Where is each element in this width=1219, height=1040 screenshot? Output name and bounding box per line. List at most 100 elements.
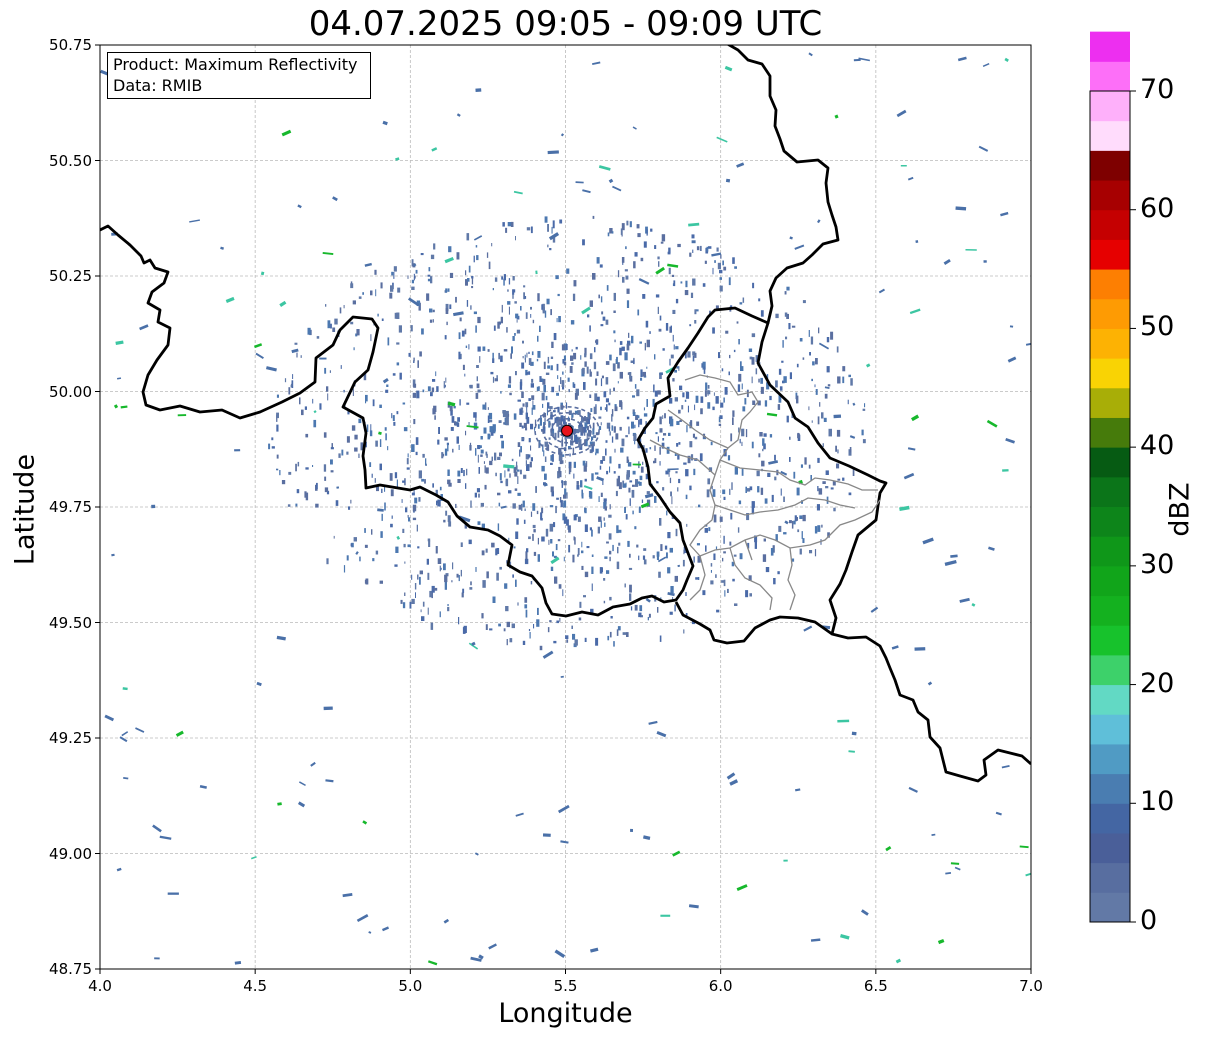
echo-pixel [562, 589, 564, 597]
echo-pixel [559, 497, 562, 503]
y-tick-label: 49.50 [49, 613, 92, 632]
echo-pixel [1019, 845, 1029, 849]
echo-pixel [658, 571, 661, 578]
echo-pixel [745, 486, 747, 493]
echo-pixel [594, 347, 596, 353]
echo-pixel [697, 555, 701, 563]
echo-pixel [294, 342, 298, 345]
echo-pixel [389, 292, 393, 299]
echo-pixel [476, 376, 478, 382]
echo-pixel [826, 337, 830, 343]
echo-pixel [465, 345, 468, 348]
echo-pixel [749, 356, 753, 360]
y-tick-label: 50.50 [49, 151, 92, 170]
echo-pixel [476, 488, 480, 493]
echo-pixel [672, 597, 674, 600]
echo-pixel [600, 406, 602, 411]
echo-pixel [830, 487, 834, 490]
echo-pixel [256, 681, 262, 687]
echo-pixel [485, 548, 488, 553]
echo-pixel [721, 580, 725, 583]
echo-pixel [449, 405, 453, 412]
echo-pixel [473, 422, 478, 430]
echo-pixel [615, 490, 618, 497]
reflectivity-echoes [100, 52, 1031, 966]
echo-pixel [609, 550, 612, 555]
echo-pixel [704, 260, 707, 264]
echo-pixel [370, 290, 373, 296]
echo-pixel [371, 473, 373, 478]
echo-pixel [465, 279, 468, 286]
y-tick-label: 50.25 [49, 267, 92, 285]
echo-pixel [397, 287, 401, 293]
echo-pixel [582, 239, 585, 246]
echo-pixel [408, 352, 411, 357]
echo-pixel [777, 571, 780, 575]
echo-pixel [603, 391, 607, 398]
echo-pixel [606, 470, 609, 475]
echo-pixel [572, 554, 575, 563]
echo-pixel [479, 445, 482, 448]
echo-pixel [281, 480, 286, 485]
echo-pixel [319, 357, 327, 360]
echo-pixel [748, 575, 752, 581]
x-tick-label: 5.0 [398, 977, 423, 995]
echo-pixel [663, 433, 667, 436]
echo-pixel [514, 333, 516, 336]
echo-pixel [451, 416, 455, 423]
echo-pixel [580, 480, 583, 488]
echo-pixel [609, 354, 612, 361]
echo-pixel [699, 245, 702, 251]
echo-pixel [393, 421, 396, 426]
echo-pixel [802, 300, 806, 304]
echo-pixel [542, 444, 544, 452]
echo-pixel [502, 222, 505, 227]
echo-pixel [584, 416, 586, 419]
echo-pixel [632, 510, 634, 515]
echo-pixel [613, 310, 616, 313]
echo-pixel [669, 477, 672, 484]
echo-pixel [789, 236, 793, 240]
echo-pixel [570, 466, 572, 473]
echo-pixel [763, 433, 767, 437]
echo-pixel [492, 596, 496, 603]
echo-pixel [435, 371, 437, 377]
echo-pixel [524, 597, 528, 603]
x-tick-label: 4.5 [243, 977, 268, 995]
echo-pixel [638, 481, 642, 486]
echo-pixel [666, 552, 668, 559]
echo-pixel [965, 249, 977, 251]
echo-pixel [313, 419, 317, 428]
echo-pixel [526, 227, 531, 231]
echo-pixel [711, 252, 722, 257]
echo-pixel [561, 380, 565, 387]
echo-pixel [581, 417, 584, 423]
echo-pixel [563, 556, 565, 562]
echo-pixel [740, 361, 742, 367]
echo-pixel [444, 574, 448, 583]
echo-pixel [582, 460, 586, 466]
echo-pixel [679, 385, 683, 391]
echo-pixel [429, 590, 433, 598]
echo-pixel [659, 461, 661, 466]
echo-pixel [657, 256, 660, 260]
echo-pixel [700, 396, 704, 403]
echo-pixel [517, 399, 521, 402]
echo-pixel [475, 567, 477, 572]
echo-pixel [277, 802, 282, 806]
echo-pixel [589, 449, 593, 454]
echo-pixel [707, 385, 710, 389]
echo-pixel [732, 257, 735, 264]
echo-pixel [469, 587, 473, 590]
echo-pixel [504, 583, 508, 589]
echo-pixel [444, 335, 447, 340]
echo-pixel [330, 447, 334, 450]
echo-pixel [662, 438, 665, 441]
echo-pixel [630, 606, 633, 611]
echo-pixel [364, 262, 372, 267]
echo-pixel [482, 404, 486, 410]
echo-pixel [596, 476, 605, 482]
echo-pixel [585, 423, 588, 426]
echo-pixel [474, 492, 477, 498]
echo-pixel [576, 481, 579, 485]
